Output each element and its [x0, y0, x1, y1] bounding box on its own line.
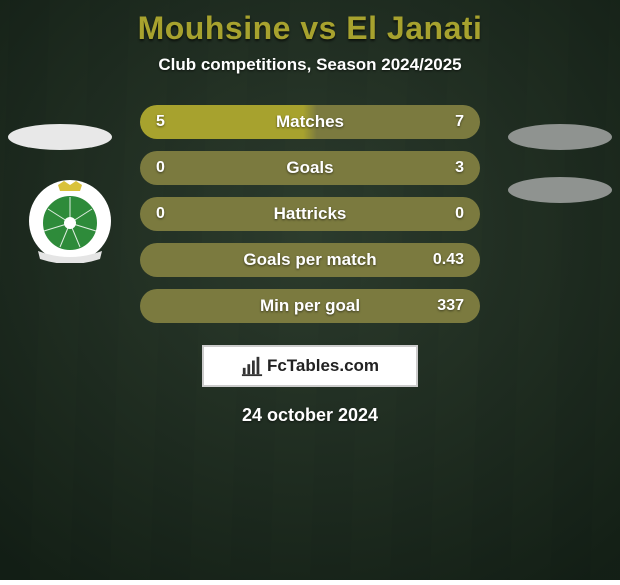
stat-row: 0Hattricks0: [140, 197, 480, 231]
page-title: Mouhsine vs El Janati: [0, 0, 620, 47]
stat-label: Hattricks: [140, 204, 480, 224]
stat-right-value: 0.43: [433, 251, 464, 269]
stat-label: Goals per match: [140, 250, 480, 270]
player-right-badge-1: [505, 122, 615, 152]
stat-right-value: 7: [455, 113, 464, 131]
fctables-logo-box[interactable]: FcTables.com: [202, 345, 418, 387]
stat-right-value: 0: [455, 205, 464, 223]
stat-right-value: 337: [437, 297, 464, 315]
stat-right-value: 3: [455, 159, 464, 177]
stat-left-value: 0: [156, 159, 165, 177]
stat-left-value: 0: [156, 205, 165, 223]
stat-label: Matches: [140, 112, 480, 132]
fctables-logo-text: FcTables.com: [267, 356, 379, 376]
stat-row: Min per goal337: [140, 289, 480, 323]
stat-row: 0Goals3: [140, 151, 480, 185]
stat-label: Min per goal: [140, 296, 480, 316]
player-left-badge: [5, 122, 115, 152]
stat-row: Goals per match0.43: [140, 243, 480, 277]
player-right-badge-2: [505, 175, 615, 205]
bar-chart-icon: [241, 355, 263, 377]
date-text: 24 october 2024: [0, 405, 620, 426]
stat-left-value: 5: [156, 113, 165, 131]
club-badge: [20, 179, 120, 263]
stat-row: 5Matches7: [140, 105, 480, 139]
stat-label: Goals: [140, 158, 480, 178]
subtitle: Club competitions, Season 2024/2025: [0, 55, 620, 75]
